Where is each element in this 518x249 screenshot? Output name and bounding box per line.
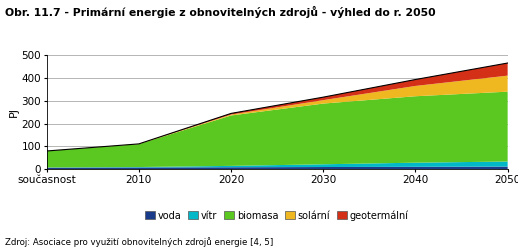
Legend: voda, vítr, biomasa, solární, geotermální: voda, vítr, biomasa, solární, geotermáln…: [141, 206, 413, 225]
Text: Obr. 11.7 - Primární energie z obnovitelných zdrojů - výhled do r. 2050: Obr. 11.7 - Primární energie z obnovitel…: [5, 6, 436, 18]
Y-axis label: PJ: PJ: [9, 107, 19, 117]
Text: Zdroj: Asociace pro využití obnovitelných zdrojů energie [4, 5]: Zdroj: Asociace pro využití obnovitelnýc…: [5, 237, 274, 247]
